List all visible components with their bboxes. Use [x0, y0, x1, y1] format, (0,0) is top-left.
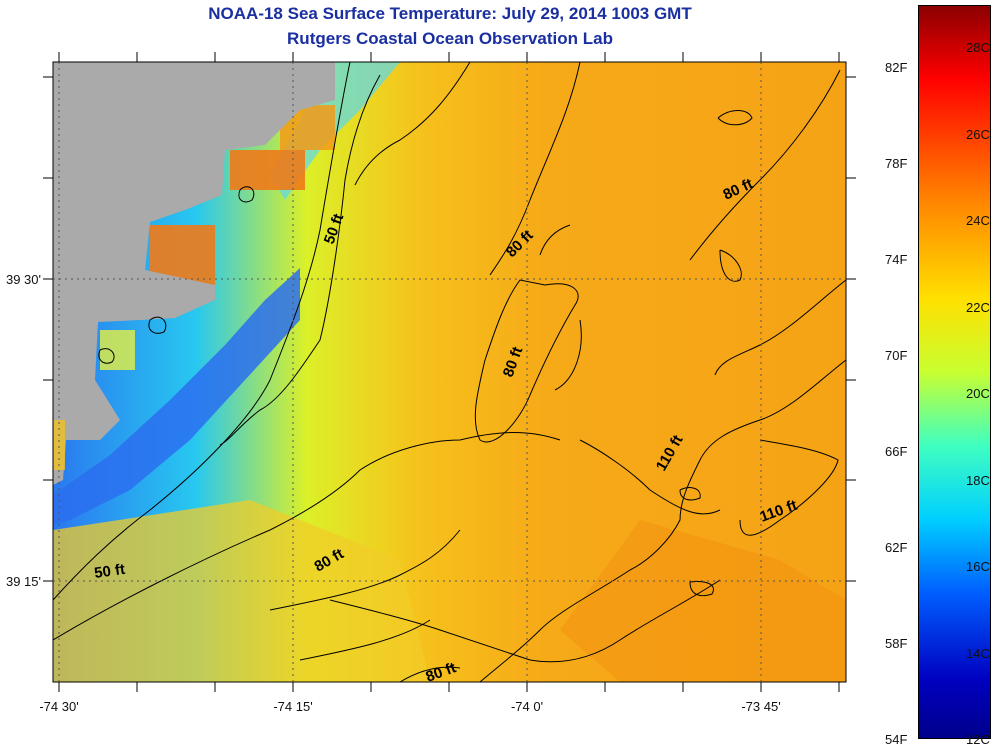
sst-field [53, 62, 846, 682]
bathymetry-contours [53, 62, 846, 682]
lon-tick-label: -73 45' [741, 699, 780, 714]
colorbar-c-label: 14C [966, 646, 990, 661]
colorbar-c-label: 28C [966, 40, 990, 55]
map-title: NOAA-18 Sea Surface Temperature: July 29… [208, 4, 692, 23]
colorbar-c-label: 22C [966, 300, 990, 315]
colorbar-f-label: 62F [885, 540, 908, 555]
map-ticks [43, 52, 856, 692]
colorbar-c-label: 26C [966, 127, 990, 142]
colorbar-f-label: 66F [885, 444, 908, 459]
map-gridlines [53, 62, 846, 682]
lat-tick-label: 39 15' [6, 574, 41, 589]
colorbar-f-label: 54F [885, 732, 908, 747]
cold-nearshore-water [53, 268, 300, 525]
colorbar-f-label: 82F [885, 60, 908, 75]
colorbar-c-label: 16C [966, 559, 990, 574]
temperature-colorbar [918, 5, 991, 739]
land-mass [53, 62, 335, 485]
colorbar-f-label: 70F [885, 348, 908, 363]
colorbar-c-label: 24C [966, 213, 990, 228]
colorbar-c-label: 12C [966, 732, 990, 747]
colorbar-f-label: 58F [885, 636, 908, 651]
colorbar-f-label: 78F [885, 156, 908, 171]
colorbar-c-label: 18C [966, 473, 990, 488]
colorbar-gradient [918, 5, 991, 739]
contour-label: 50 ft [93, 561, 126, 582]
lon-tick-label: -74 0' [511, 699, 543, 714]
colorbar-f-label: 74F [885, 252, 908, 267]
warm-patch [230, 150, 305, 190]
lat-tick-label: 39 30' [6, 272, 41, 287]
lon-tick-label: -74 15' [273, 699, 312, 714]
colorbar-c-label: 20C [966, 386, 990, 401]
map-subtitle: Rutgers Coastal Ocean Observation Lab [287, 29, 613, 48]
lon-tick-label: -74 30' [39, 699, 78, 714]
